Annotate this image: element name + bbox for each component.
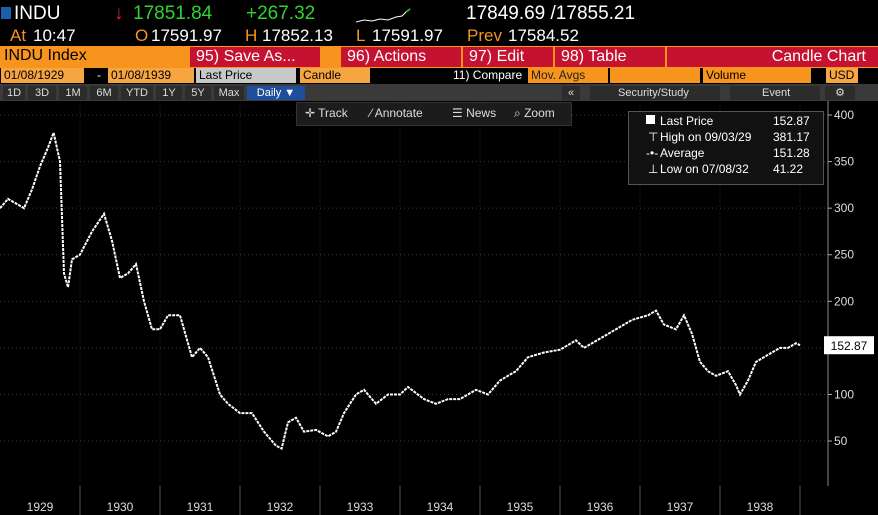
open-label: O	[135, 26, 149, 45]
compare-button[interactable]: 11) Compare	[453, 68, 523, 82]
event-button[interactable]: Event	[730, 86, 820, 100]
legend-label: Last Price	[660, 114, 714, 128]
y-tick-label: 250	[834, 248, 854, 262]
period-button[interactable]: 1M	[59, 86, 87, 100]
x-tick-label: 1936	[587, 500, 614, 514]
legend-value: 152.87	[773, 114, 810, 128]
high: 17852.13	[262, 26, 333, 45]
style-select[interactable]: Candle	[300, 68, 370, 83]
news-tool[interactable]: ☰ News	[452, 106, 497, 120]
x-tick-label: 1930	[107, 500, 134, 514]
start-date[interactable]: 01/08/1929	[1, 68, 84, 83]
open: 17591.97	[151, 26, 222, 45]
time: 10:47	[33, 26, 76, 45]
security-study-button[interactable]: Security/Study	[590, 86, 720, 100]
x-tick-label: 1935	[507, 500, 534, 514]
blank-input[interactable]	[610, 68, 700, 83]
y-tick-label: 100	[834, 387, 854, 401]
volume[interactable]: Volume	[703, 68, 811, 83]
field-select[interactable]: Last Price	[196, 68, 296, 83]
x-tick-label: 1933	[347, 500, 374, 514]
x-tick-label: 1931	[187, 500, 214, 514]
period-button[interactable]: 3D	[28, 86, 56, 100]
currency[interactable]: USD	[826, 68, 858, 83]
zoom-label: Zoom	[524, 106, 555, 120]
table-button[interactable]: 98) Table	[555, 47, 665, 67]
legend-icon: ⊤	[648, 130, 659, 144]
legend-swatch	[646, 115, 655, 124]
last-price-tag	[824, 336, 874, 355]
period-button[interactable]: 5Y	[185, 86, 211, 100]
actions-button[interactable]: 96) Actions	[341, 47, 461, 67]
security: INDU Index	[4, 47, 87, 64]
low: 17591.97	[372, 26, 443, 45]
period-button[interactable]: Daily ▼	[247, 86, 305, 100]
price-line	[0, 129, 801, 450]
y-tick-label: 200	[834, 294, 854, 308]
legend-label: Low on 07/08/32	[660, 162, 749, 176]
arrow: ↓	[114, 3, 124, 24]
tool-bar	[296, 102, 572, 126]
period-button[interactable]: 6M	[90, 86, 118, 100]
high-label: H	[245, 26, 258, 45]
legend-value: 381.17	[773, 130, 810, 144]
end-date[interactable]: 01/08/1939	[108, 68, 194, 83]
legend-icon: -•-	[646, 146, 659, 160]
legend-label: High on 09/03/29	[660, 130, 752, 144]
low-label: L	[356, 26, 366, 45]
save-as-button[interactable]: 95) Save As...	[190, 47, 320, 67]
x-tick-label: 1932	[267, 500, 294, 514]
news-label: News	[466, 106, 497, 120]
x-axis-strip	[0, 486, 828, 515]
x-tick-label: 1938	[747, 500, 774, 514]
legend	[628, 111, 824, 185]
legend-value: 41.22	[773, 162, 804, 176]
ticker-icon	[1, 7, 11, 19]
period-button[interactable]: YTD	[121, 86, 153, 100]
collapse-button[interactable]: «	[562, 86, 580, 100]
period-button[interactable]: Max	[214, 86, 244, 100]
prev: 17584.52	[508, 26, 579, 45]
x-tick-label: 1929	[27, 500, 54, 514]
period-button[interactable]: 1Y	[156, 86, 182, 100]
chart-title: Candle Chart	[667, 47, 878, 67]
legend-label: Average	[660, 146, 705, 160]
legend-icon: ⊥	[648, 162, 659, 176]
track-tool[interactable]: ✛ Track	[305, 106, 348, 120]
annotate-tool[interactable]: ⁄ Annotate	[370, 106, 423, 120]
y-tick-label: 300	[834, 201, 854, 215]
settings-button[interactable]: ⚙	[825, 86, 855, 100]
x-tick-label: 1939	[827, 500, 854, 514]
header	[0, 0, 878, 46]
date-separator: -	[97, 68, 101, 82]
y-tick-label: 350	[834, 155, 854, 169]
zoom-tool[interactable]: ⌕ Zoom	[514, 106, 555, 120]
x-tick-label: 1934	[427, 500, 454, 514]
period-button[interactable]: 1D	[3, 86, 25, 100]
y-tick-label: 50	[834, 434, 848, 448]
y-tick-label: 400	[834, 108, 854, 122]
track-label: Track	[318, 106, 348, 120]
annotate-label: Annotate	[374, 106, 423, 120]
ticker: INDU	[14, 3, 61, 24]
mov-avgs[interactable]: Mov. Avgs	[528, 68, 608, 83]
last-price: 17851.84	[133, 3, 213, 24]
prev-label: Prev	[467, 26, 502, 45]
edit-button[interactable]: 97) Edit	[463, 47, 553, 67]
legend-value: 151.28	[773, 146, 810, 160]
change: +267.32	[246, 3, 316, 24]
last-price-label: 152.87	[831, 339, 868, 353]
time-label: At	[10, 26, 27, 45]
x-tick-label: 1937	[667, 500, 694, 514]
bid-ask: 17849.69 /17855.21	[466, 3, 636, 24]
sparkline	[356, 8, 411, 23]
